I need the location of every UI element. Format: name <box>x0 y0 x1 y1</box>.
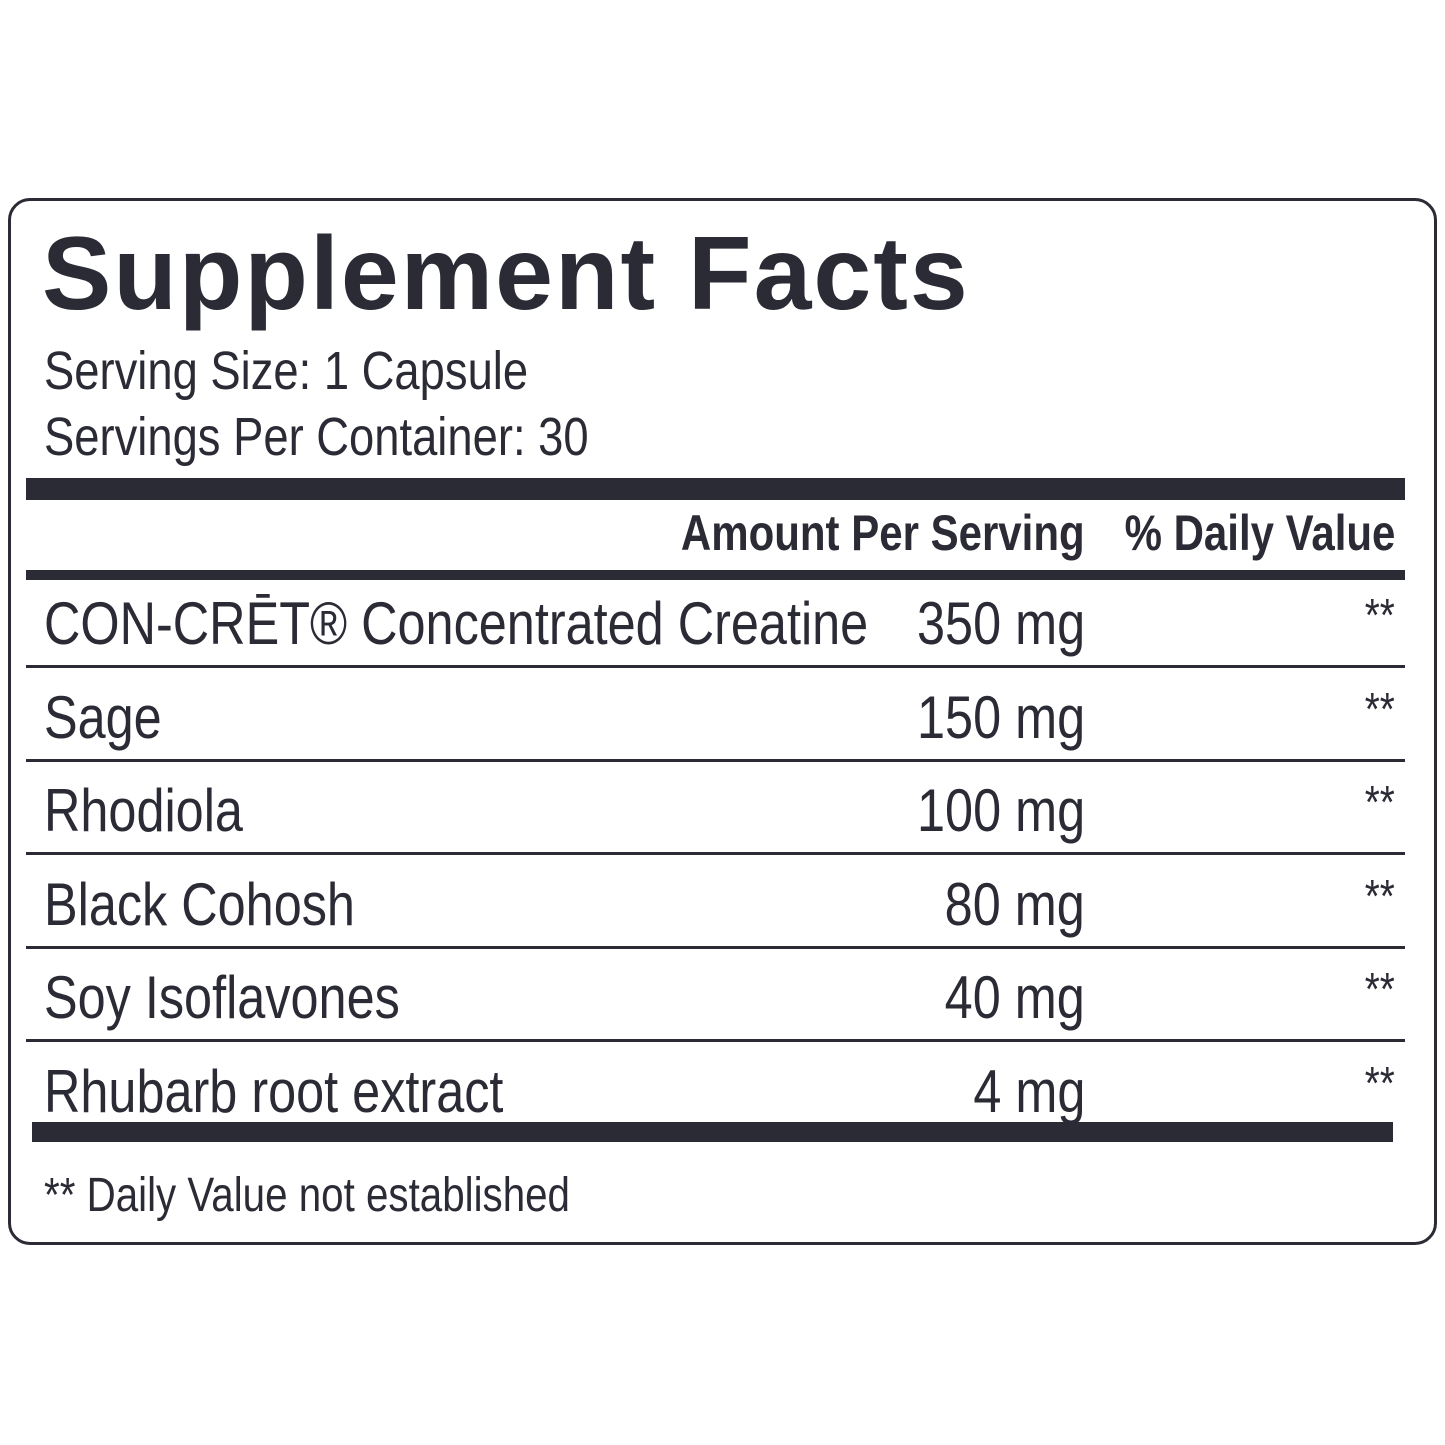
ingredient-amount: 80 mg <box>944 870 1085 938</box>
medium-rule <box>26 570 1405 580</box>
ingredient-name: Rhodiola <box>44 777 243 844</box>
ingredient-amount: 350 mg <box>916 590 1085 657</box>
thick-rule <box>32 1122 1393 1142</box>
ingredient-amount: 40 mg <box>944 964 1085 1031</box>
ingredient-name: Soy Isoflavones <box>44 964 400 1031</box>
footnote: ** Daily Value not established <box>44 1169 570 1222</box>
title: Supplement Facts <box>42 216 970 332</box>
serving-size: Serving Size: 1 Capsule <box>44 341 529 401</box>
ingredient-name: Rhubarb root extract <box>44 1057 504 1125</box>
daily-value: ** <box>1364 589 1395 641</box>
daily-value: ** <box>1364 776 1395 828</box>
daily-value: ** <box>1364 682 1395 735</box>
row-divider <box>26 665 1405 668</box>
ingredient-name: CON-CRĒT® Concentrated Creatine <box>44 590 869 657</box>
facts-box <box>8 198 1437 1245</box>
amount-header: Amount Per Serving <box>681 505 1085 561</box>
daily-value: ** <box>1364 963 1395 1015</box>
daily-value: ** <box>1364 869 1395 922</box>
row-divider <box>26 945 1405 949</box>
thick-rule <box>26 478 1405 500</box>
dv-header: % Daily Value <box>1124 505 1395 561</box>
ingredient-amount: 4 mg <box>972 1057 1085 1125</box>
row-divider <box>26 852 1405 855</box>
row-divider <box>26 1039 1405 1042</box>
row-divider <box>26 758 1405 762</box>
ingredient-amount: 150 mg <box>916 683 1085 751</box>
servings-per-container: Servings Per Container: 30 <box>44 407 589 467</box>
ingredient-name: Sage <box>44 683 162 751</box>
daily-value: ** <box>1364 1056 1395 1109</box>
ingredient-amount: 100 mg <box>916 777 1085 844</box>
ingredient-name: Black Cohosh <box>44 870 355 938</box>
